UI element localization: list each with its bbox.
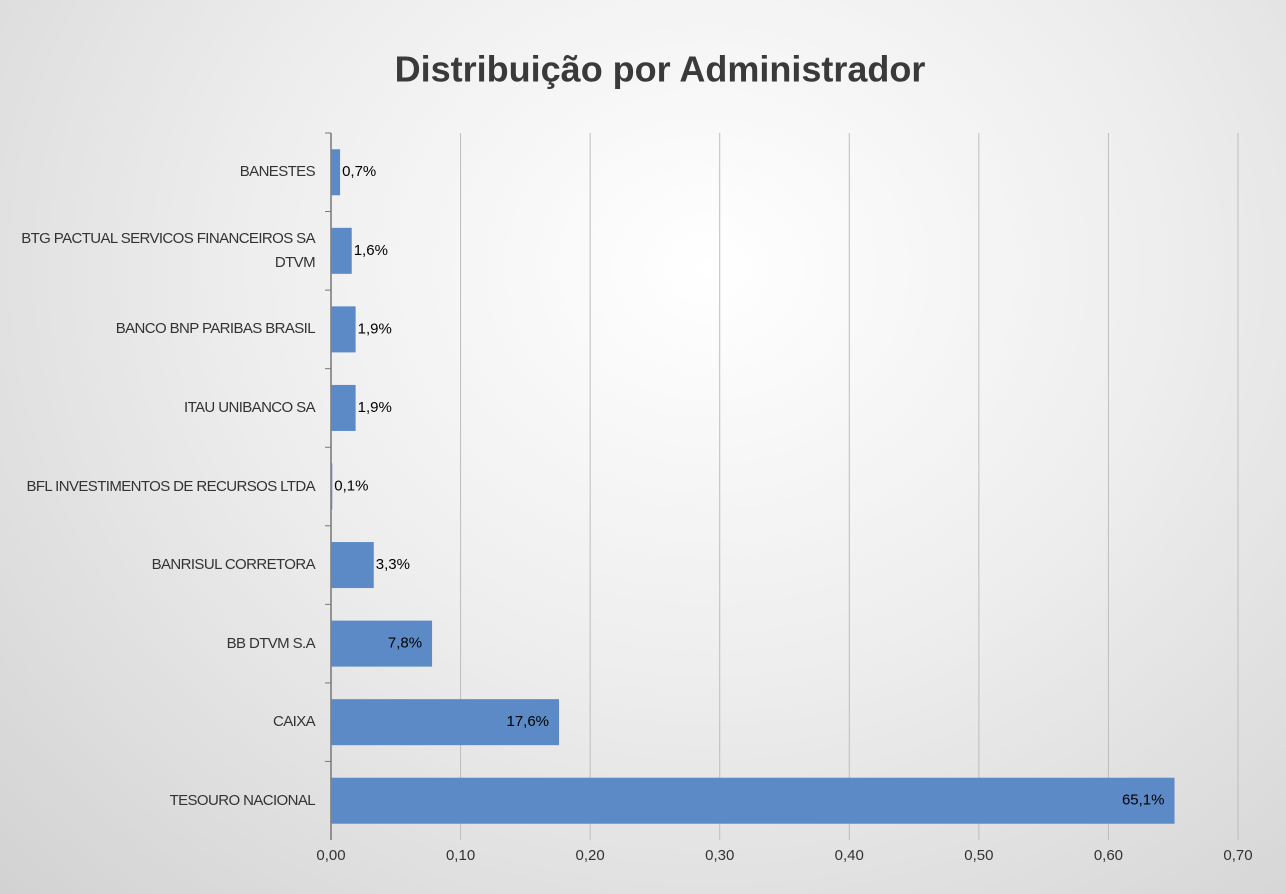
x-tick-label: 0,70 [1223,847,1252,864]
data-label: 0,1% [334,477,368,494]
y-tick-label: BANESTES [239,163,316,181]
data-label: 1,9% [358,320,392,337]
bar [331,777,1175,824]
data-label: 1,9% [358,399,392,416]
y-tick-label: BTG PACTUAL SERVICOS FINANCEIROS SA DTVM [21,229,315,271]
bar [331,306,356,353]
bar [331,542,374,589]
bar [331,149,341,196]
x-tick-label: 0,20 [576,847,605,864]
y-tick-label: TESOURO NACIONAL [169,791,316,809]
y-tick-label: ITAU UNIBANCO SA [184,398,316,416]
bar [331,227,352,274]
data-label: 1,6% [354,242,388,259]
data-label: 3,3% [376,556,410,573]
x-tick-label: 0,00 [316,847,345,864]
x-tick-label: 0,60 [1094,847,1123,864]
x-tick-label: 0,40 [835,847,864,864]
y-tick-label: BB DTVM S.A [226,634,316,652]
bar [331,384,356,431]
x-tick-label: 0,50 [964,847,993,864]
bar [331,620,433,667]
bar [331,699,560,746]
y-tick-label: BANCO BNP PARIBAS BRASIL [115,320,316,338]
x-tick-label: 0,30 [705,847,734,864]
data-label: 7,8% [388,635,422,652]
y-tick-label: CAIXA [272,713,316,731]
data-label: 65,1% [1122,792,1165,809]
chart-title: Distribuição por Administrador [395,49,926,90]
x-tick-label: 0,10 [446,847,475,864]
data-label: 17,6% [506,713,549,730]
y-tick-label: BANRISUL CORRETORA [151,556,316,574]
bar [331,463,333,510]
y-tick-label: BFL INVESTIMENTOS DE RECURSOS LTDA [26,477,315,495]
data-label: 0,7% [342,163,376,180]
